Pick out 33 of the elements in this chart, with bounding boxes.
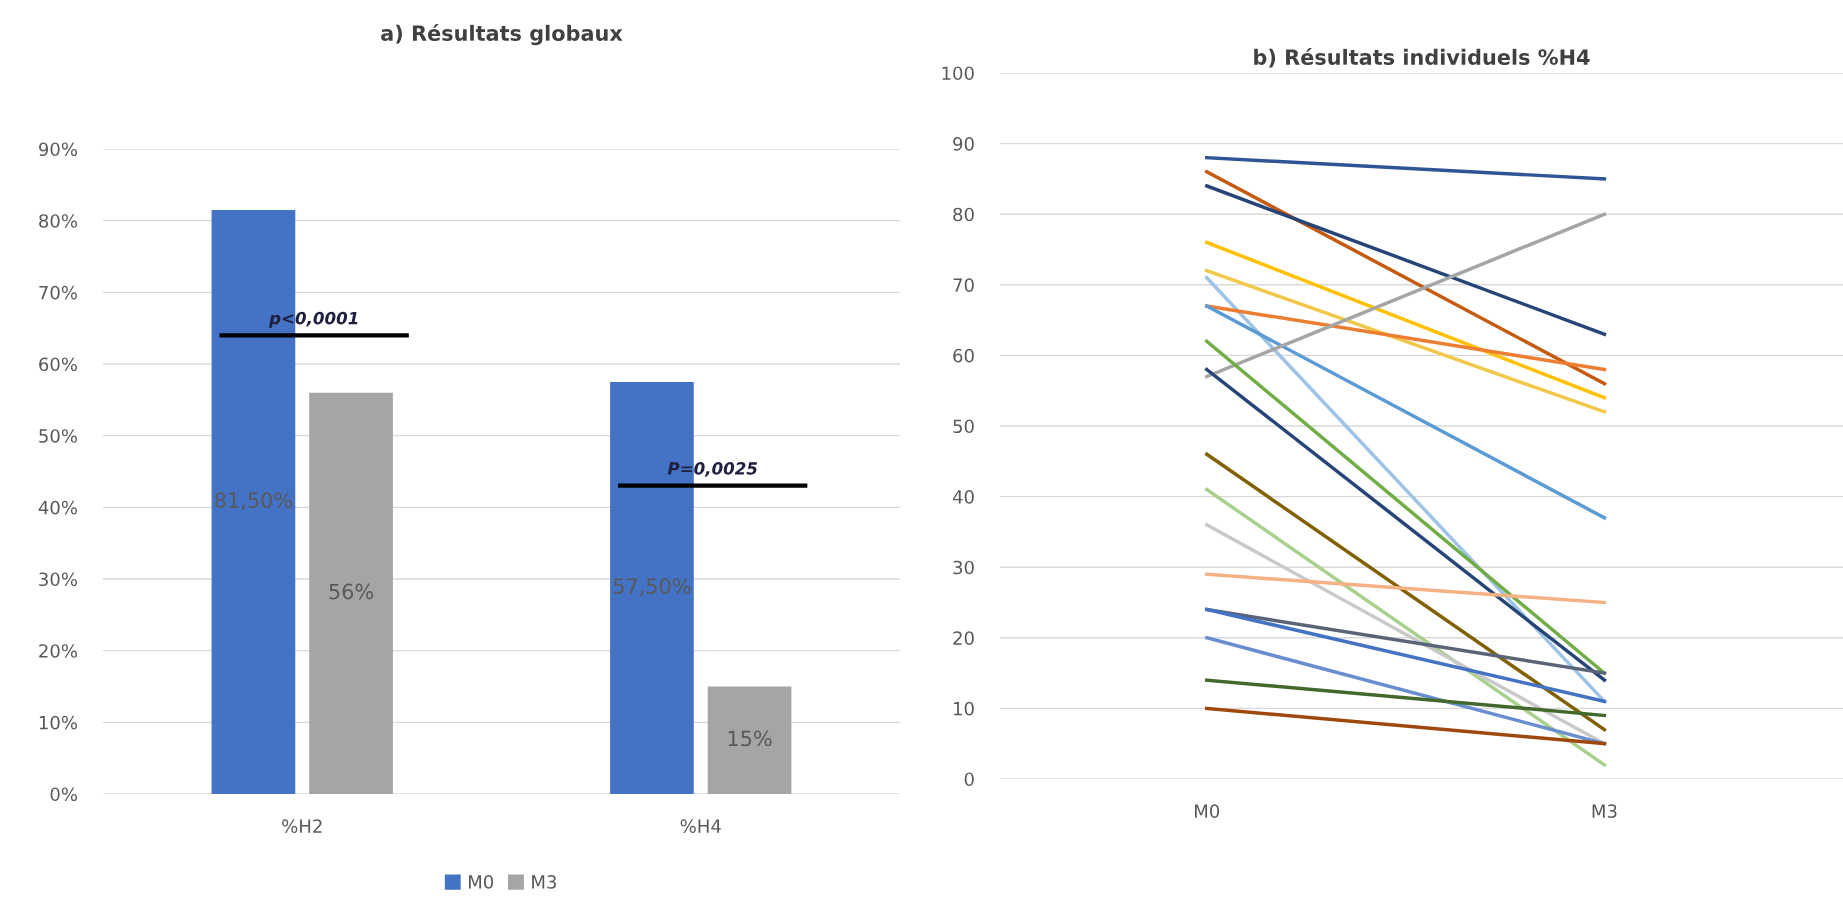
y-tick-label: 20 — [953, 631, 974, 645]
y-tick-label: 90 — [953, 137, 974, 151]
legend-label: M0 — [468, 875, 494, 889]
y-tick-label: 30 — [953, 560, 974, 575]
bar — [309, 392, 393, 794]
y-tick-label: 50% — [39, 429, 77, 443]
x-tick-label: %H2 — [282, 819, 322, 833]
y-tick-label: 40% — [38, 500, 77, 515]
y-tick-label: 0 — [964, 772, 974, 787]
y-tick-label: 80% — [39, 214, 77, 228]
y-tick-label: 100 — [942, 66, 974, 81]
chart-title: a) Résultats globaux — [381, 24, 623, 46]
data-label: 56% — [329, 583, 374, 600]
y-tick-label: 0% — [50, 787, 77, 802]
legend-label: M3 — [532, 875, 557, 889]
y-tick-label: 50 — [953, 419, 974, 434]
y-tick-label: 90% — [39, 142, 77, 157]
y-tick-label: 70% — [39, 285, 77, 300]
y-tick-label: 10 — [954, 701, 974, 716]
y-tick-label: 10% — [39, 715, 77, 730]
y-tick-label: 40 — [952, 490, 974, 504]
data-label: 57,50% — [613, 578, 691, 597]
y-tick-label: 80 — [953, 207, 974, 222]
y-tick-label: 60 — [953, 348, 974, 363]
y-tick-label: 70 — [953, 278, 974, 292]
x-tick-label: %H4 — [680, 819, 721, 833]
data-label: 15% — [728, 730, 772, 747]
bar — [707, 686, 792, 794]
chart-title: b) Résultats individuels %H4 — [1254, 48, 1590, 68]
y-tick-label: 20% — [39, 644, 77, 658]
y-tick-label: 60% — [39, 357, 77, 372]
y-tick-label: 30% — [39, 572, 77, 587]
data-label: 81,50% — [215, 492, 292, 511]
